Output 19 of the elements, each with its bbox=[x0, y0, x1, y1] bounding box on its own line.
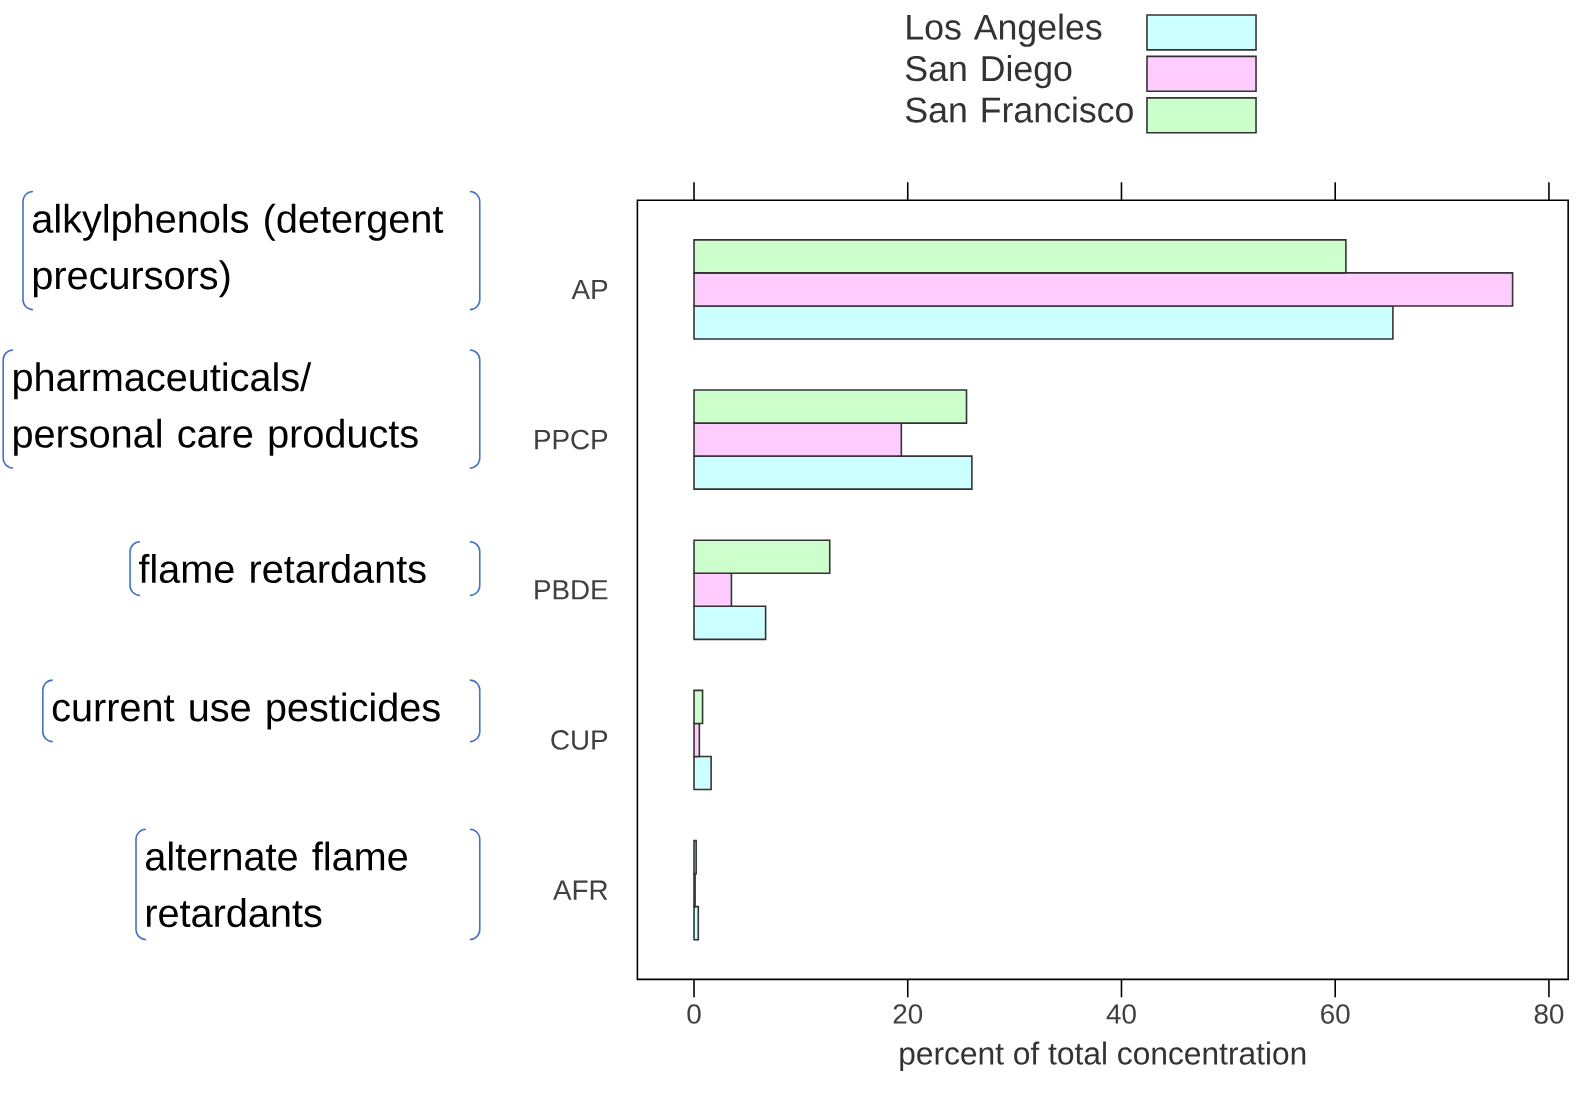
y-tick-label: AP bbox=[571, 279, 608, 299]
x-axis-title: percent of total concentration bbox=[900, 1041, 1306, 1071]
y-tick-label: AFR bbox=[553, 880, 608, 900]
x-tick-label: 40 bbox=[1106, 1004, 1136, 1024]
x-tick-label: 60 bbox=[1321, 1004, 1350, 1024]
x-tick-label: 80 bbox=[1534, 1004, 1564, 1024]
legend-label: San Diego bbox=[905, 54, 1072, 89]
y-tick-label: PPCP bbox=[535, 429, 608, 450]
text: pharmaceuticals/ personal care products bbox=[14, 362, 418, 456]
x-tick-label: 0 bbox=[687, 1004, 701, 1024]
x-tick-label: 20 bbox=[893, 1004, 923, 1024]
y-tick-label: CUP bbox=[551, 730, 608, 750]
text: flame retardants bbox=[138, 553, 426, 584]
text: alternate flame retardants bbox=[146, 841, 407, 928]
text: alkylphenols (detergent precursors) bbox=[33, 203, 444, 298]
y-tick-label: PBDE bbox=[535, 580, 608, 600]
text: current use pesticides bbox=[52, 692, 440, 730]
legend-label: San Francisco bbox=[905, 96, 1133, 123]
legend-label: Los Angeles bbox=[907, 13, 1102, 47]
